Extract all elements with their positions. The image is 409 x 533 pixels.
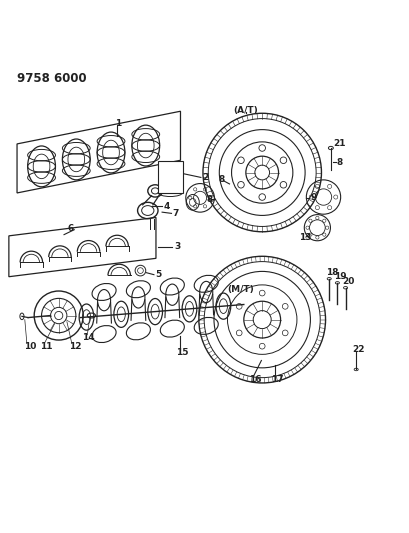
Text: (A/T): (A/T)	[233, 106, 258, 115]
Text: 6: 6	[67, 224, 73, 233]
Text: 20: 20	[342, 277, 354, 286]
Text: 16: 16	[249, 375, 261, 384]
Text: (M/T): (M/T)	[227, 285, 254, 294]
Text: 19: 19	[333, 272, 346, 281]
Text: 21: 21	[332, 140, 344, 148]
Text: 11: 11	[40, 342, 53, 351]
Text: 18: 18	[325, 268, 337, 277]
Text: 5: 5	[155, 270, 161, 279]
Text: 7: 7	[172, 209, 178, 218]
Text: 9: 9	[309, 193, 316, 203]
Text: 13: 13	[298, 233, 310, 243]
Text: 15: 15	[176, 348, 189, 357]
Text: 3: 3	[173, 243, 180, 252]
Text: 12: 12	[69, 342, 81, 351]
Text: 2: 2	[202, 173, 208, 182]
Text: 9758 6000: 9758 6000	[17, 72, 86, 85]
Text: 14: 14	[82, 333, 95, 342]
Text: 8: 8	[335, 158, 342, 167]
Text: 8: 8	[218, 175, 225, 184]
Text: 8: 8	[206, 196, 212, 204]
Polygon shape	[157, 160, 182, 192]
Text: 22: 22	[351, 344, 364, 353]
Text: 10: 10	[24, 342, 36, 351]
Text: 1: 1	[115, 119, 121, 128]
Text: 17: 17	[270, 375, 283, 384]
Text: 4: 4	[163, 201, 169, 211]
